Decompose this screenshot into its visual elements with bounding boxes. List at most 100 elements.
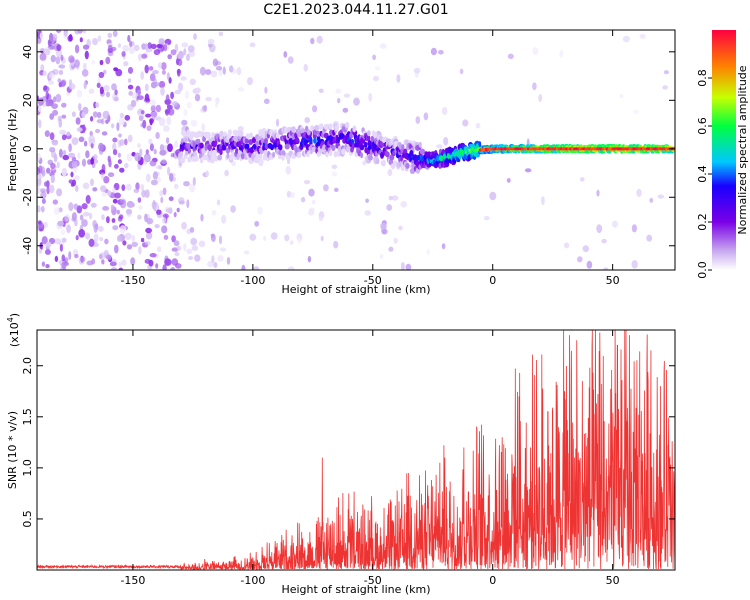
noise-mark <box>221 214 227 224</box>
noise-mark <box>263 98 270 105</box>
ridge-mark <box>199 157 204 164</box>
ridge-mark <box>295 137 300 143</box>
tick-label: 0 <box>21 145 34 152</box>
ridge-mark <box>238 130 244 137</box>
colorbar: 0.0 0.2 0.4 0.6 0.8 Normalized spectral ampl… <box>696 30 749 279</box>
ridge-mark <box>263 149 268 156</box>
noise-mark <box>90 178 94 187</box>
noise-mark <box>97 77 101 84</box>
noise-mark <box>215 97 220 105</box>
noise-mark <box>342 107 349 113</box>
noise-mark <box>93 159 99 164</box>
noise-mark <box>60 80 66 87</box>
tick-label: 50 <box>606 574 620 587</box>
noise-mark <box>111 218 116 223</box>
noise-mark <box>184 90 189 100</box>
noise-mark <box>98 71 105 79</box>
noise-mark <box>133 188 140 194</box>
noise-mark <box>368 92 373 102</box>
ridge-mark <box>478 141 482 148</box>
noise-mark <box>116 209 120 215</box>
noise-mark <box>226 257 231 265</box>
noise-mark <box>163 44 168 52</box>
noise-mark <box>71 161 78 169</box>
noise-mark <box>150 81 157 89</box>
noise-mark <box>263 235 267 242</box>
ridge-mark <box>195 155 199 162</box>
spectrogram-x-label: Height of straight line (km) <box>281 283 430 296</box>
ridge-mark <box>179 151 184 158</box>
noise-mark <box>52 109 59 116</box>
noise-mark <box>42 243 46 249</box>
noise-mark <box>46 186 50 195</box>
noise-mark <box>224 169 229 177</box>
noise-mark <box>124 162 129 169</box>
noise-mark <box>138 205 143 210</box>
ridge-mark <box>226 152 230 159</box>
noise-mark <box>49 147 56 153</box>
noise-mark <box>211 233 216 242</box>
noise-mark <box>60 229 66 236</box>
noise-mark <box>129 40 133 48</box>
noise-mark <box>189 183 196 193</box>
noise-mark <box>183 243 187 252</box>
noise-mark <box>96 82 101 89</box>
noise-mark <box>144 83 149 92</box>
ridge-mark <box>192 146 196 153</box>
noise-mark <box>50 54 56 63</box>
noise-mark <box>157 44 165 53</box>
noise-mark <box>176 245 182 251</box>
noise-mark <box>181 119 188 126</box>
noise-mark <box>162 264 167 270</box>
noise-mark <box>160 196 164 204</box>
noise-mark <box>50 174 55 184</box>
noise-mark <box>284 234 290 242</box>
colorbar-ticks: 0.0 0.2 0.4 0.6 0.8 <box>696 69 712 279</box>
noise-mark <box>257 206 263 215</box>
snr-y-scale: (x104) <box>6 313 21 347</box>
noise-mark <box>61 134 67 141</box>
noise-mark <box>73 203 79 210</box>
noise-mark <box>140 184 145 191</box>
noise-mark <box>107 155 111 163</box>
noise-mark <box>150 105 156 112</box>
ridge-mark <box>447 153 450 160</box>
tick-label: -20 <box>21 188 34 206</box>
noise-mark <box>170 153 175 158</box>
noise-mark <box>335 88 342 94</box>
noise-mark <box>379 254 384 259</box>
noise-mark <box>173 211 177 218</box>
noise-mark <box>148 66 154 71</box>
noise-mark <box>44 130 50 138</box>
tick-label: 0.4 <box>696 165 709 183</box>
noise-mark <box>105 56 111 65</box>
noise-mark <box>134 152 142 162</box>
noise-mark <box>99 59 104 66</box>
noise-mark <box>249 233 257 241</box>
noise-mark <box>150 43 157 50</box>
noise-mark <box>131 235 136 242</box>
noise-mark <box>532 47 539 55</box>
noise-mark <box>489 191 497 201</box>
noise-mark <box>176 207 180 213</box>
noise-mark <box>126 200 134 208</box>
ridge-mark <box>263 138 268 144</box>
noise-mark <box>43 85 48 91</box>
noise-mark <box>174 43 179 53</box>
noise-mark <box>362 160 367 166</box>
noise-mark <box>49 184 55 194</box>
noise-mark <box>137 53 142 62</box>
noise-mark <box>112 137 118 143</box>
tick-label: 50 <box>606 274 620 287</box>
noise-mark <box>92 38 98 46</box>
noise-mark <box>212 58 219 67</box>
ridge-mark <box>309 138 313 144</box>
noise-mark <box>307 255 312 263</box>
noise-mark <box>81 256 86 262</box>
noise-mark <box>38 119 42 129</box>
noise-mark <box>71 137 79 146</box>
noise-mark <box>559 50 564 58</box>
noise-mark <box>37 105 42 112</box>
noise-mark <box>93 223 98 233</box>
noise-mark <box>83 140 88 147</box>
